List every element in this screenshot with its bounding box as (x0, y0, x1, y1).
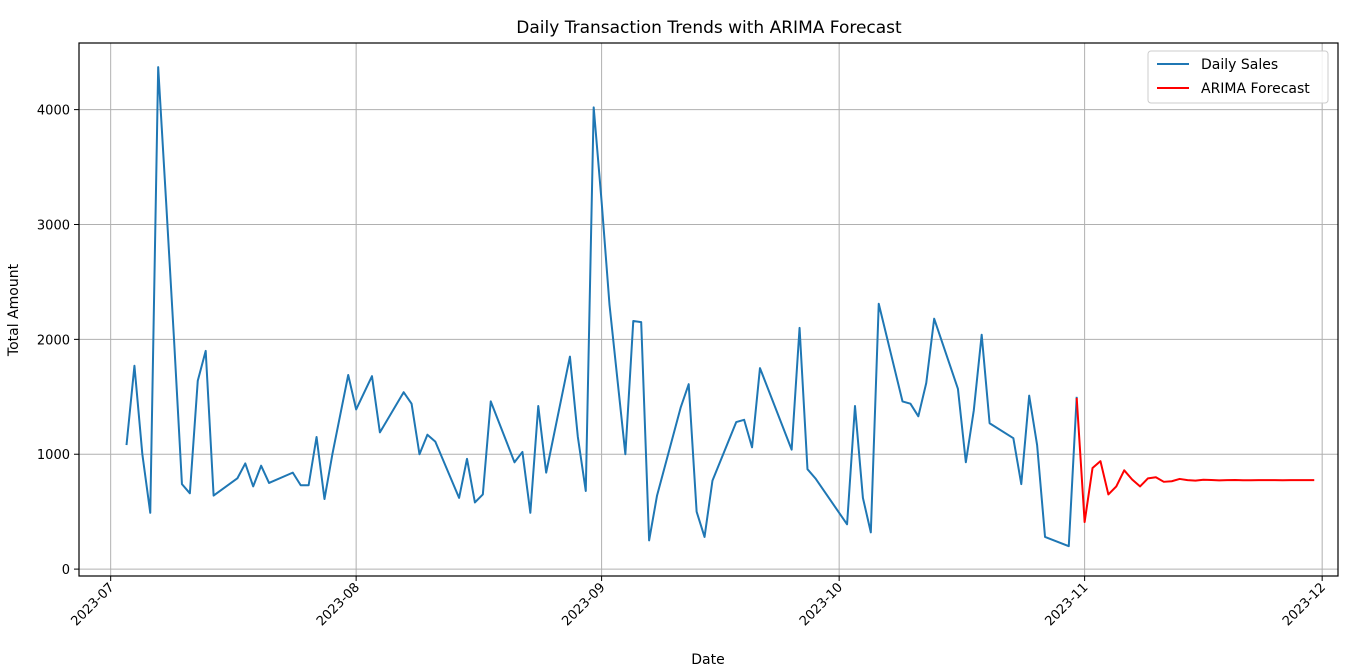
legend-box (1147, 50, 1329, 104)
x-tick-label-2023-08: 2023-08 (314, 580, 363, 629)
grid-lines (79, 43, 1338, 576)
legend-label-daily-sales: Daily Sales (1201, 57, 1278, 73)
x-tick-label-2023-09: 2023-09 (559, 580, 608, 629)
x-tick-label-2023-12: 2023-12 (1280, 580, 1329, 629)
axis-ticks: 2023-07 2023-08 2023-09 2023-10 2023-11 2023-… (37, 104, 1329, 630)
y-tick-label-2000: 2000 (37, 333, 70, 348)
x-axis-label: Date (691, 652, 724, 668)
legend: Daily Sales ARIMA Forecast (1147, 50, 1329, 104)
legend-label-arima-forecast: ARIMA Forecast (1201, 81, 1310, 97)
y-tick-label-4000: 4000 (37, 104, 70, 119)
y-tick-label-0: 0 (62, 563, 70, 578)
x-tick-label-2023-11: 2023-11 (1042, 580, 1091, 629)
chart-title: Daily Transaction Trends with ARIMA Fore… (516, 18, 902, 38)
series-line-daily-sales (125, 66, 1078, 548)
x-tick-label-2023-07: 2023-07 (68, 580, 117, 629)
series-line-arima-forecast (1075, 397, 1315, 524)
series-lines (125, 66, 1315, 548)
plot-frame (78, 42, 1339, 577)
y-axis-label: Total Amount (6, 263, 22, 357)
y-tick-label-3000: 3000 (37, 218, 70, 233)
y-tick-label-1000: 1000 (37, 448, 70, 463)
x-tick-label-2023-10: 2023-10 (797, 580, 846, 629)
